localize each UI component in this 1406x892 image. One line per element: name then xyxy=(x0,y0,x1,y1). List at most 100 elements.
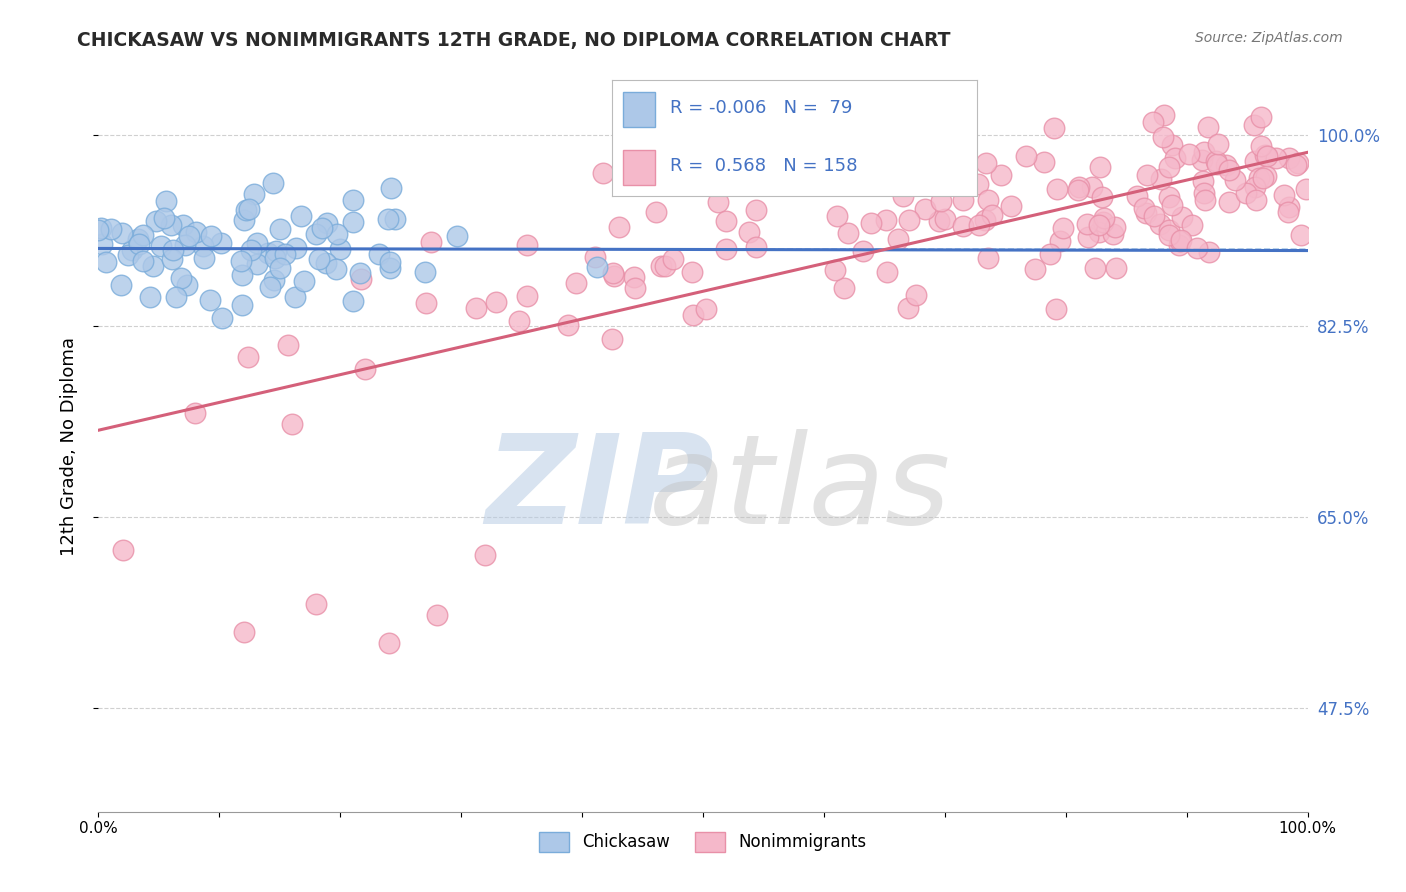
Point xyxy=(211,311,233,326)
Point xyxy=(744,202,766,217)
Point xyxy=(898,213,921,227)
Point xyxy=(1218,162,1240,177)
Point xyxy=(1092,211,1115,226)
Point xyxy=(294,274,316,288)
Point xyxy=(259,280,281,294)
Point xyxy=(1167,238,1189,252)
Point xyxy=(308,252,330,266)
Point xyxy=(238,351,260,365)
Point xyxy=(170,271,193,285)
Point xyxy=(887,232,910,246)
Point xyxy=(198,293,221,307)
Point xyxy=(326,227,349,242)
Point xyxy=(1049,235,1071,249)
Point xyxy=(377,212,399,227)
Point xyxy=(1033,155,1056,169)
Point xyxy=(240,243,263,257)
Point xyxy=(1289,228,1312,243)
Point xyxy=(974,156,997,170)
Point xyxy=(745,240,768,254)
Point xyxy=(603,269,626,284)
Point xyxy=(145,214,167,228)
Point xyxy=(1087,218,1109,232)
Point xyxy=(1254,148,1277,162)
Point xyxy=(173,237,195,252)
Point xyxy=(977,193,1000,207)
Point xyxy=(1234,186,1257,201)
Point xyxy=(1171,210,1194,224)
Point xyxy=(349,266,371,280)
Point xyxy=(1250,110,1272,124)
Point xyxy=(316,217,339,231)
Point xyxy=(110,278,132,293)
Point xyxy=(269,260,291,275)
Point xyxy=(981,208,1004,222)
Point xyxy=(325,262,347,277)
Point xyxy=(142,259,165,273)
Point xyxy=(1142,115,1164,129)
Point xyxy=(465,301,488,315)
Point xyxy=(235,202,257,217)
Point xyxy=(1135,206,1157,220)
Point xyxy=(1105,261,1128,276)
Point xyxy=(1084,260,1107,275)
Point xyxy=(1194,193,1216,207)
Point xyxy=(623,270,645,285)
Point xyxy=(557,318,579,333)
Point xyxy=(284,241,307,255)
Point xyxy=(172,218,194,232)
Point xyxy=(176,277,198,292)
Point xyxy=(803,177,825,191)
Point xyxy=(565,276,588,290)
Point xyxy=(914,202,936,217)
Point xyxy=(305,227,328,241)
Point xyxy=(1264,152,1286,166)
Point xyxy=(1164,151,1187,165)
Text: R = -0.006   N =  79: R = -0.006 N = 79 xyxy=(671,99,852,117)
Point xyxy=(232,624,254,639)
Point xyxy=(682,309,704,323)
Point xyxy=(1277,204,1299,219)
Point xyxy=(1088,160,1111,174)
Point xyxy=(876,265,898,279)
Point xyxy=(583,250,606,264)
Point xyxy=(1185,242,1208,256)
Point xyxy=(586,260,609,274)
Point xyxy=(284,290,307,304)
Point xyxy=(1295,182,1317,196)
Point xyxy=(231,268,253,282)
Point xyxy=(650,260,672,274)
Point xyxy=(1215,158,1237,172)
Text: CHICKASAW VS NONIMMIGRANTS 12TH GRADE, NO DIPLOMA CORRELATION CHART: CHICKASAW VS NONIMMIGRANTS 12TH GRADE, N… xyxy=(77,31,950,50)
Point xyxy=(160,252,183,266)
Point xyxy=(426,608,449,623)
Point xyxy=(117,248,139,262)
Point xyxy=(1143,209,1166,223)
Bar xyxy=(623,92,655,127)
Point xyxy=(184,225,207,239)
Point xyxy=(952,219,974,234)
Point xyxy=(1191,153,1213,167)
Legend: Chickasaw, Nonimmigrants: Chickasaw, Nonimmigrants xyxy=(533,826,873,858)
Point xyxy=(607,220,630,235)
Point xyxy=(973,212,995,227)
Point xyxy=(1125,188,1147,202)
Point xyxy=(1091,215,1114,229)
Point xyxy=(121,244,143,258)
Point xyxy=(824,169,846,183)
Point xyxy=(1067,179,1090,194)
Point xyxy=(281,417,304,432)
Point xyxy=(200,228,222,243)
Point xyxy=(91,236,114,251)
Point xyxy=(602,332,624,346)
Point xyxy=(928,214,950,228)
Point xyxy=(132,228,155,243)
Text: R =  0.568   N = 158: R = 0.568 N = 158 xyxy=(671,157,858,175)
Point xyxy=(1161,138,1184,153)
Point xyxy=(111,226,134,240)
Y-axis label: 12th Grade, No Diploma: 12th Grade, No Diploma xyxy=(59,336,77,556)
Point xyxy=(277,338,299,352)
Point xyxy=(834,281,856,295)
Point xyxy=(1254,169,1277,183)
Point xyxy=(1206,136,1229,151)
